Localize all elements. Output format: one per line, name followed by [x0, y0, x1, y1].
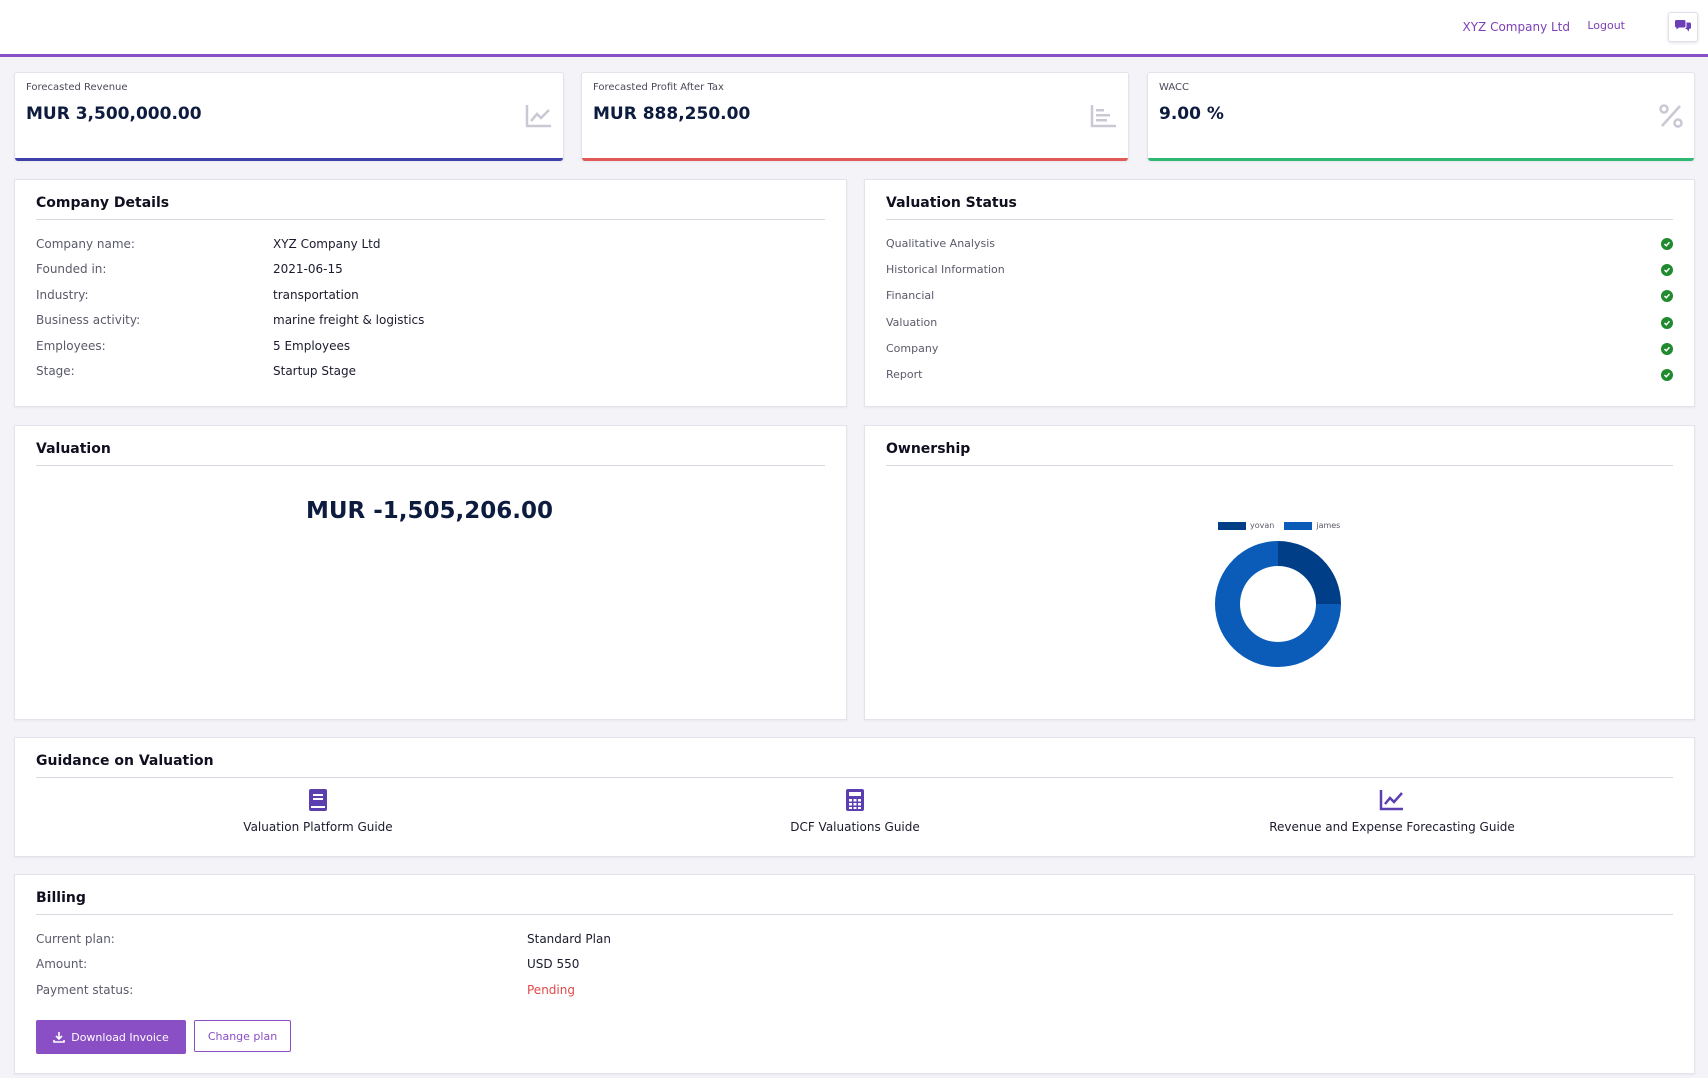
divider: [36, 219, 825, 220]
company-name-link[interactable]: XYZ Company Ltd: [1462, 20, 1571, 34]
guide-label: DCF Valuations Guide: [790, 820, 920, 834]
percent-icon: [1659, 104, 1683, 128]
valuation-amount: MUR -1,505,206.00: [305, 498, 554, 524]
detail-label: Company name:: [36, 237, 135, 251]
legend-swatch: [1284, 521, 1313, 530]
section-title: Company Details: [36, 195, 170, 211]
detail-value: 5 Employees: [273, 339, 351, 353]
check-circle-icon: [1661, 317, 1673, 329]
stat-value: 9.00 %: [1159, 104, 1224, 124]
calculator-icon: [846, 789, 864, 811]
logout-link[interactable]: Logout: [1587, 19, 1625, 32]
book-icon: [309, 789, 327, 811]
line-chart-icon: [1379, 790, 1403, 811]
detail-value: XYZ Company Ltd: [273, 237, 381, 251]
download-invoice-label: Download Invoice: [71, 1030, 169, 1044]
detail-label: Stage:: [36, 364, 75, 378]
guide-label: Revenue and Expense Forecasting Guide: [1269, 820, 1515, 834]
check-circle-icon: [1661, 290, 1673, 302]
status-item-qualitative-analysis: Qualitative Analysis: [886, 237, 1673, 255]
detail-label: Founded in:: [36, 262, 107, 276]
status-label: Valuation: [886, 316, 938, 329]
detail-value: 2021-06-15: [273, 262, 343, 276]
legend-swatch: [1218, 521, 1246, 530]
status-item-financial: Financial: [886, 289, 1673, 307]
status-item-company: Company: [886, 342, 1673, 360]
valuation-card: Valuation MUR -1,505,206.00: [14, 425, 847, 720]
download-icon: [53, 1032, 66, 1043]
stat-accent-bar: [15, 158, 563, 161]
ownership-donut-chart: [1215, 541, 1341, 667]
stat-card-revenue: Forecasted Revenue MUR 3,500,000.00: [14, 72, 564, 161]
status-label: Historical Information: [886, 263, 1005, 276]
section-title: Guidance on Valuation: [36, 753, 214, 769]
legend-label: yovan: [1250, 521, 1275, 530]
billing-value: USD 550: [527, 957, 580, 971]
stat-label: WACC: [1159, 82, 1189, 93]
status-label: Qualitative Analysis: [886, 237, 996, 250]
stat-value: MUR 3,500,000.00: [26, 104, 202, 124]
detail-label: Industry:: [36, 288, 89, 302]
change-plan-button[interactable]: Change plan: [194, 1020, 291, 1052]
detail-label: Employees:: [36, 339, 106, 353]
section-title: Valuation Status: [886, 195, 1017, 211]
guide-revenue-expense-forecasting[interactable]: Revenue and Expense Forecasting Guide: [1212, 788, 1572, 835]
chat-icon: [1675, 20, 1691, 32]
section-title: Billing: [36, 890, 86, 906]
billing-label: Payment status:: [36, 983, 134, 997]
legend-label: james: [1316, 521, 1341, 530]
status-label: Report: [886, 368, 923, 381]
status-item-valuation: Valuation: [886, 316, 1673, 334]
detail-value: marine freight & logistics: [273, 313, 425, 327]
divider: [36, 777, 1673, 778]
divider: [36, 914, 1673, 915]
stat-card-wacc: WACC 9.00 %: [1147, 72, 1695, 161]
guide-dcf-valuations[interactable]: DCF Valuations Guide: [675, 788, 1035, 835]
valuation-status-card: Valuation Status Qualitative Analysis Hi…: [864, 179, 1695, 407]
status-item-historical-information: Historical Information: [886, 263, 1673, 281]
detail-value: Startup Stage: [273, 364, 357, 378]
status-item-report: Report: [886, 368, 1673, 386]
payment-status-badge: Pending: [527, 983, 575, 997]
company-details-card: Company Details Company name: XYZ Compan…: [14, 179, 847, 407]
stat-label: Forecasted Profit After Tax: [593, 82, 724, 93]
billing-label: Amount:: [36, 957, 88, 971]
section-title: Ownership: [886, 441, 971, 457]
guidance-card: Guidance on Valuation Valuation Platform…: [14, 737, 1695, 857]
detail-label: Business activity:: [36, 313, 141, 327]
check-circle-icon: [1661, 343, 1673, 355]
divider: [886, 219, 1673, 220]
guide-valuation-platform[interactable]: Valuation Platform Guide: [138, 788, 498, 835]
stat-card-profit: Forecasted Profit After Tax MUR 888,250.…: [581, 72, 1129, 161]
download-invoice-button[interactable]: Download Invoice: [36, 1020, 186, 1054]
divider: [886, 465, 1673, 466]
stat-value: MUR 888,250.00: [593, 104, 751, 124]
billing-value: Standard Plan: [527, 932, 611, 946]
check-circle-icon: [1661, 238, 1673, 250]
top-bar: XYZ Company Ltd Logout: [0, 0, 1708, 57]
billing-label: Current plan:: [36, 932, 115, 946]
ownership-card: Ownership yovan james: [864, 425, 1695, 720]
divider: [36, 465, 825, 466]
chat-button[interactable]: [1668, 12, 1698, 42]
detail-value: transportation: [273, 288, 359, 302]
line-chart-icon: [525, 105, 551, 128]
check-circle-icon: [1661, 369, 1673, 381]
chart-legend: yovan james: [1218, 521, 1340, 530]
stat-accent-bar: [582, 158, 1128, 161]
billing-card: Billing Current plan: Standard Plan Amou…: [14, 874, 1695, 1074]
donut-slice-yovan[interactable]: [1278, 541, 1341, 604]
stat-label: Forecasted Revenue: [26, 82, 128, 93]
guide-label: Valuation Platform Guide: [243, 820, 393, 834]
section-title: Valuation: [36, 441, 111, 457]
check-circle-icon: [1661, 264, 1673, 276]
stat-accent-bar: [1148, 158, 1694, 161]
status-label: Financial: [886, 289, 935, 302]
bar-chart-icon: [1090, 105, 1116, 128]
status-label: Company: [886, 342, 939, 355]
donut-slice-james[interactable]: [1215, 541, 1341, 667]
